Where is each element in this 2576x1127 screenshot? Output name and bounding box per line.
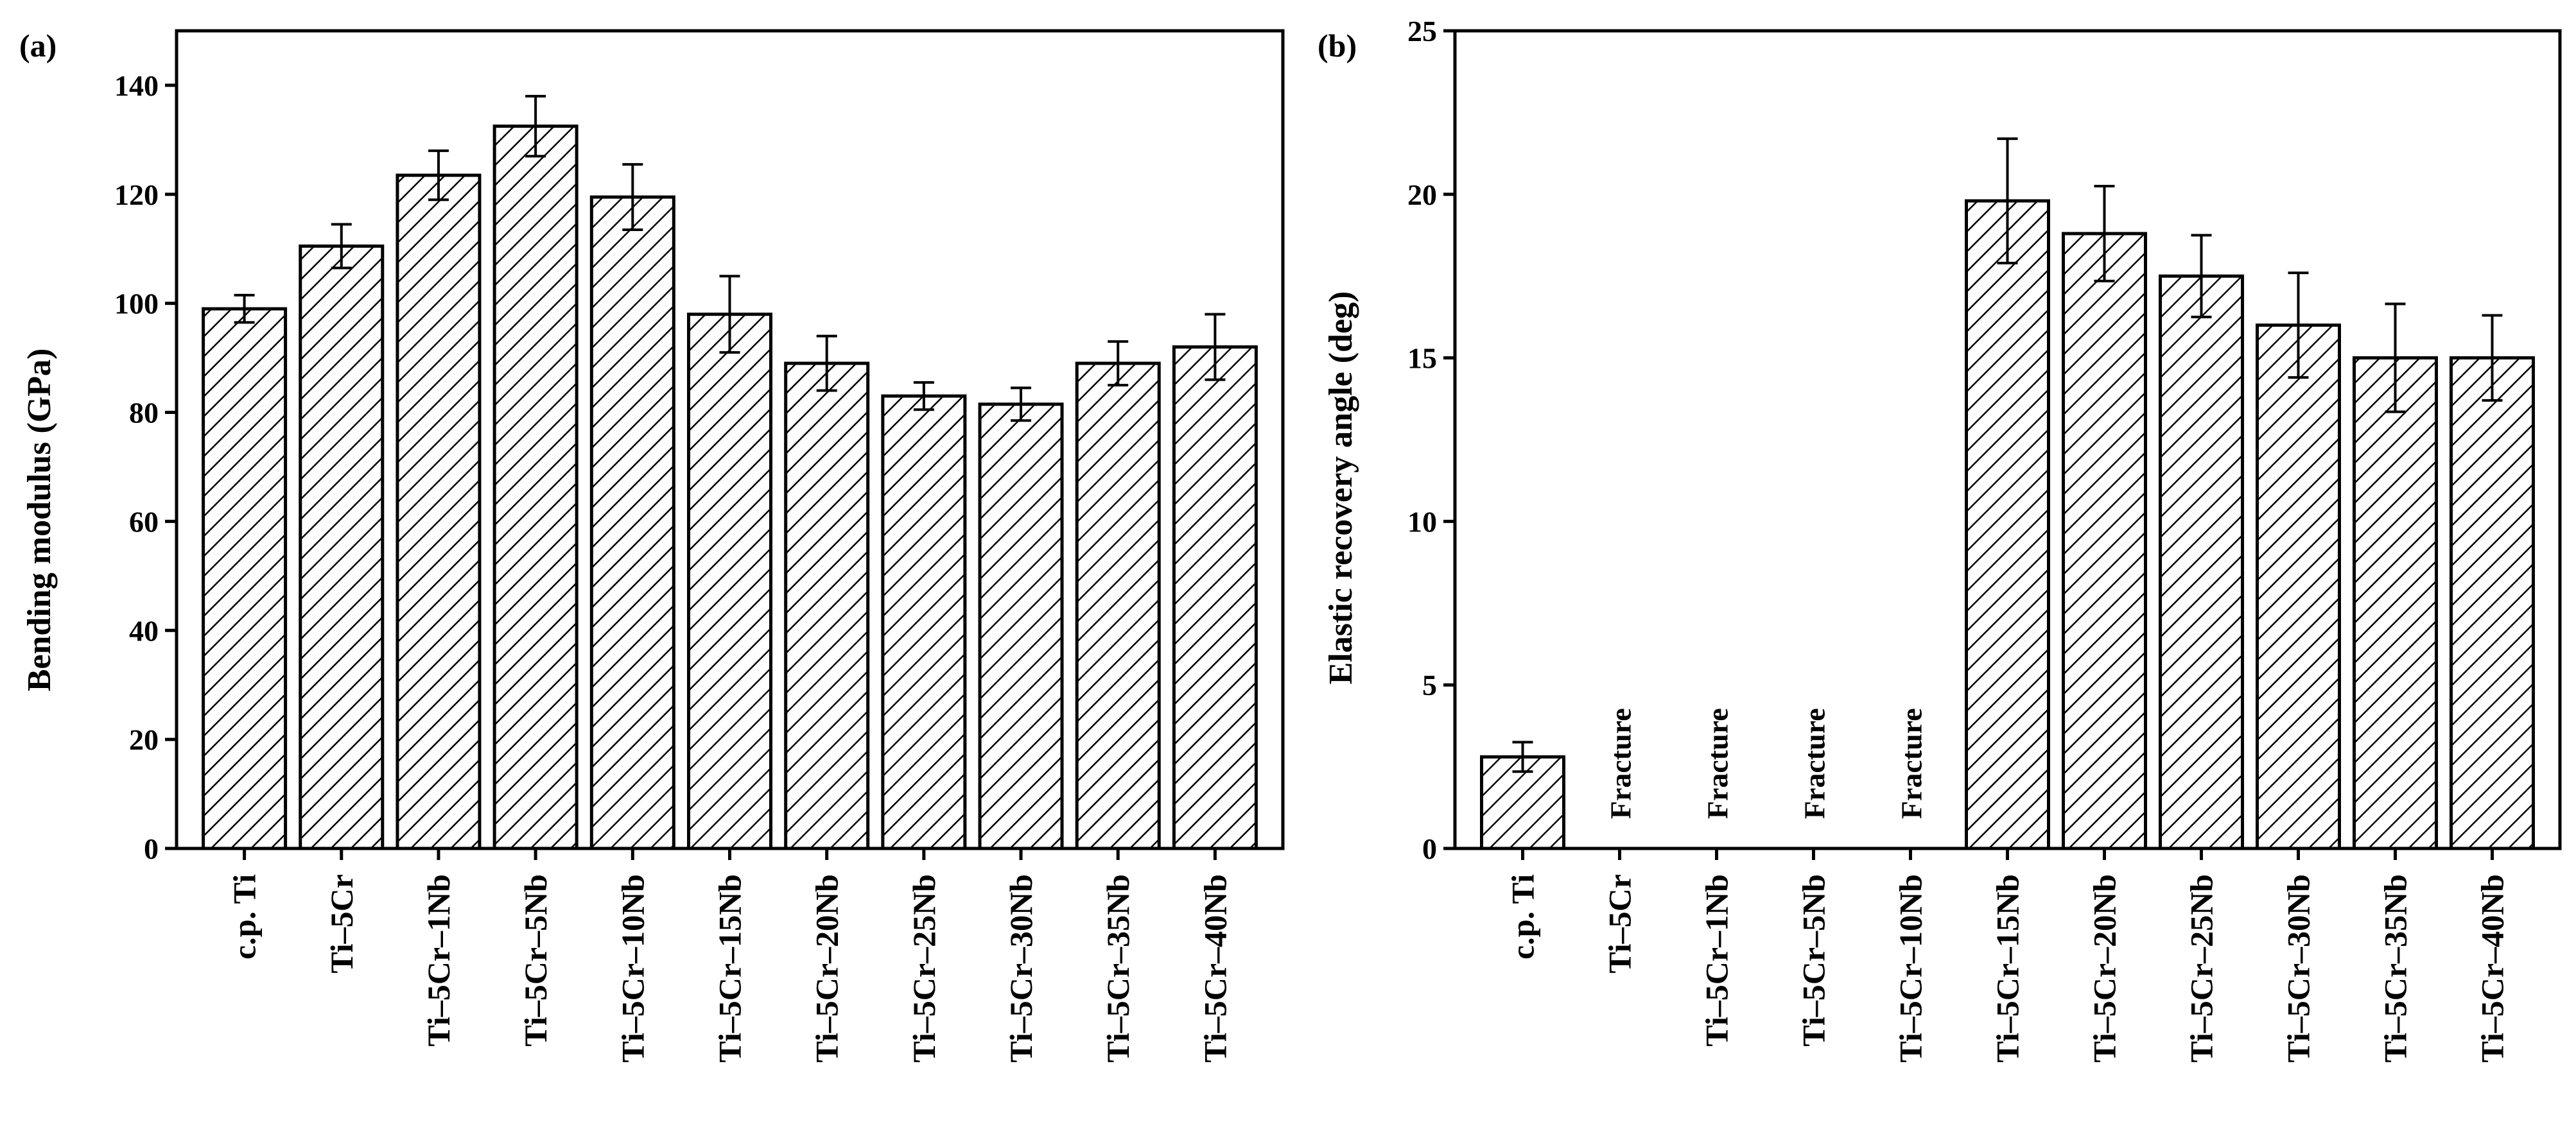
panel-a-bar <box>784 361 870 850</box>
panel-a-error-bar <box>1108 340 1129 387</box>
panel-b-x-tick-label: Ti–5Cr–5Nb <box>1796 874 1832 1047</box>
panel-b-y-tick-label: 20 <box>1407 178 1437 211</box>
panel-a-x-tick-label: Ti–5Cr–5Nb <box>518 874 553 1047</box>
panel-b-error-bar <box>2191 234 2212 318</box>
panel-b-y-tick-label: 5 <box>1422 669 1437 701</box>
panel-a-bar <box>492 125 579 850</box>
panel-b-error-bar <box>1997 137 2018 264</box>
panel-b-x-tick-label: Ti–5Cr <box>1602 874 1638 974</box>
panel-a-error-bar <box>1011 386 1032 422</box>
panel-b-bar <box>1965 199 2050 850</box>
panel-b-fracture-annotation: Fracture <box>1701 708 1734 819</box>
panel-a-x-tick-label: Ti–5Cr–35Nb <box>1100 874 1136 1063</box>
panel-a-y-tick-label: 60 <box>129 505 159 538</box>
panel-a-y-axis: 0 20 40 60 80 100 120 140 <box>114 69 177 865</box>
panel-b-bar <box>2256 323 2341 850</box>
panel-b-x-tick-label: Ti–5Cr–15Nb <box>1990 874 2026 1063</box>
panel-b-x-tick-label: Ti–5Cr–25Nb <box>2184 874 2220 1063</box>
panel-a-x-tick-label: Ti–5Cr <box>324 874 360 974</box>
panel-a-bar <box>202 307 288 850</box>
panel-a-x-tick-label: Ti–5Cr–20Nb <box>809 874 845 1063</box>
panel-a-x-tick-label: Ti–5Cr–15Nb <box>712 874 748 1063</box>
panel-b-y-tick-label: 15 <box>1407 342 1437 375</box>
panel-a-y-axis-title: Bending modulus (GPa) <box>21 348 58 692</box>
panel-b-bars <box>1480 199 2535 850</box>
panel-a-error-bar <box>622 163 643 232</box>
panel-a-error-bar <box>234 293 255 324</box>
panel-b-x-tick-label: Ti–5Cr–35Nb <box>2378 874 2414 1063</box>
panel-b-x-tick-label: c.p. Ti <box>1505 874 1541 959</box>
panel-b-x-tick-label: Ti–5Cr–40Nb <box>2475 874 2511 1063</box>
panel-b-x-tick-label: Ti–5Cr–1Nb <box>1699 874 1735 1047</box>
panel-a-error-bar <box>719 275 740 354</box>
panel-b-fracture-annotation: Fracture <box>1605 708 1637 819</box>
panel-b-x-tick-label: Ti–5Cr–10Nb <box>1893 874 1929 1063</box>
panel-a-y-tick-label: 0 <box>144 832 159 865</box>
panel-a-bar <box>687 313 772 850</box>
panel-a-bar <box>881 394 967 850</box>
panel-b-error-bar <box>2288 271 2309 379</box>
panel-b-bar <box>2450 356 2535 850</box>
panel-a-bars <box>202 125 1258 850</box>
panel-b-y-axis-title: Elastic recovery angle (deg) <box>1323 291 1359 685</box>
panel-a-error-bars <box>234 94 1226 422</box>
panel-a-error-bar <box>913 381 934 411</box>
panel-b-error-bar <box>2094 185 2115 282</box>
panel-a-bar <box>978 402 1064 850</box>
panel-b-bar <box>2353 356 2438 850</box>
panel-a-y-tick-label: 140 <box>114 69 159 102</box>
panel-a-bar <box>589 195 675 850</box>
panel-a-x-tick-label: Ti–5Cr–40Nb <box>1197 874 1233 1063</box>
panel-a-x-tick-label: Ti–5Cr–10Nb <box>614 874 650 1063</box>
panel-a-y-tick-label: 20 <box>129 723 159 756</box>
panel-b-bar <box>2159 274 2244 850</box>
panel-a-error-bar <box>331 223 352 270</box>
panel-b-fracture-annotation: Fracture <box>1798 708 1831 819</box>
panel-a-error-bar <box>816 334 837 392</box>
panel-a-y-tick-label: 80 <box>129 397 159 429</box>
panel-a-x-axis: c.p. Ti Ti–5Cr Ti–5Cr–1Nb Ti–5Cr–5Nb Ti–5Cr–… <box>227 848 1233 1063</box>
panel-a-x-tick-label: Ti–5Cr–25Nb <box>906 874 942 1063</box>
panel-a-y-tick-label: 40 <box>129 614 159 647</box>
panel-b-fracture-annotation: Fracture <box>1895 708 1928 819</box>
panel-a-error-bar <box>1205 313 1226 381</box>
panel-a-y-tick-label: 100 <box>114 288 159 320</box>
panel-b-x-tick-label: Ti–5Cr–30Nb <box>2281 874 2317 1063</box>
panel-a-bar <box>396 173 482 850</box>
panel-a-y-tick-label: 120 <box>114 178 159 211</box>
panel-b-elastic-recovery: (b) Elastic recovery angle (deg) Fractur… <box>1318 15 2562 1063</box>
panel-b-error-bar <box>2385 302 2406 413</box>
panel-a-bar <box>299 244 385 850</box>
panel-b-y-tick-label: 10 <box>1407 505 1437 538</box>
panel-b-annotations: Fracture Fracture Fracture Fracture <box>1605 708 1928 819</box>
panel-a-label: (a) <box>19 28 57 64</box>
panel-b-x-tick-label: Ti–5Cr–20Nb <box>2087 874 2123 1063</box>
panel-b-y-tick-label: 0 <box>1422 832 1437 865</box>
panel-a-bending-modulus: (a) Bending modulus (GPa) 0 20 40 60 80 100 12… <box>19 28 1285 1063</box>
panel-b-bar <box>2062 232 2147 850</box>
panel-a-error-bar <box>525 94 546 158</box>
panel-a-x-tick-label: Ti–5Cr–1Nb <box>421 874 457 1047</box>
panel-b-x-axis: c.p. Ti Ti–5Cr Ti–5Cr–1Nb Ti–5Cr–5Nb Ti–5Cr–… <box>1505 848 2511 1063</box>
panel-a-x-tick-label: c.p. Ti <box>227 874 263 959</box>
panel-a-error-bar <box>428 149 449 202</box>
panel-a-bar <box>1075 361 1161 850</box>
panel-b-y-axis: 0 5 10 15 20 25 <box>1407 15 1455 865</box>
panel-b-label: (b) <box>1318 28 1357 64</box>
panel-b-y-tick-label: 25 <box>1407 15 1437 47</box>
panel-a-bar <box>1172 345 1258 850</box>
panel-b-error-bar <box>1512 741 1533 773</box>
panel-a-x-tick-label: Ti–5Cr–30Nb <box>1003 874 1039 1063</box>
panel-b-error-bars <box>1512 137 2503 773</box>
panel-b-error-bar <box>2482 314 2503 402</box>
